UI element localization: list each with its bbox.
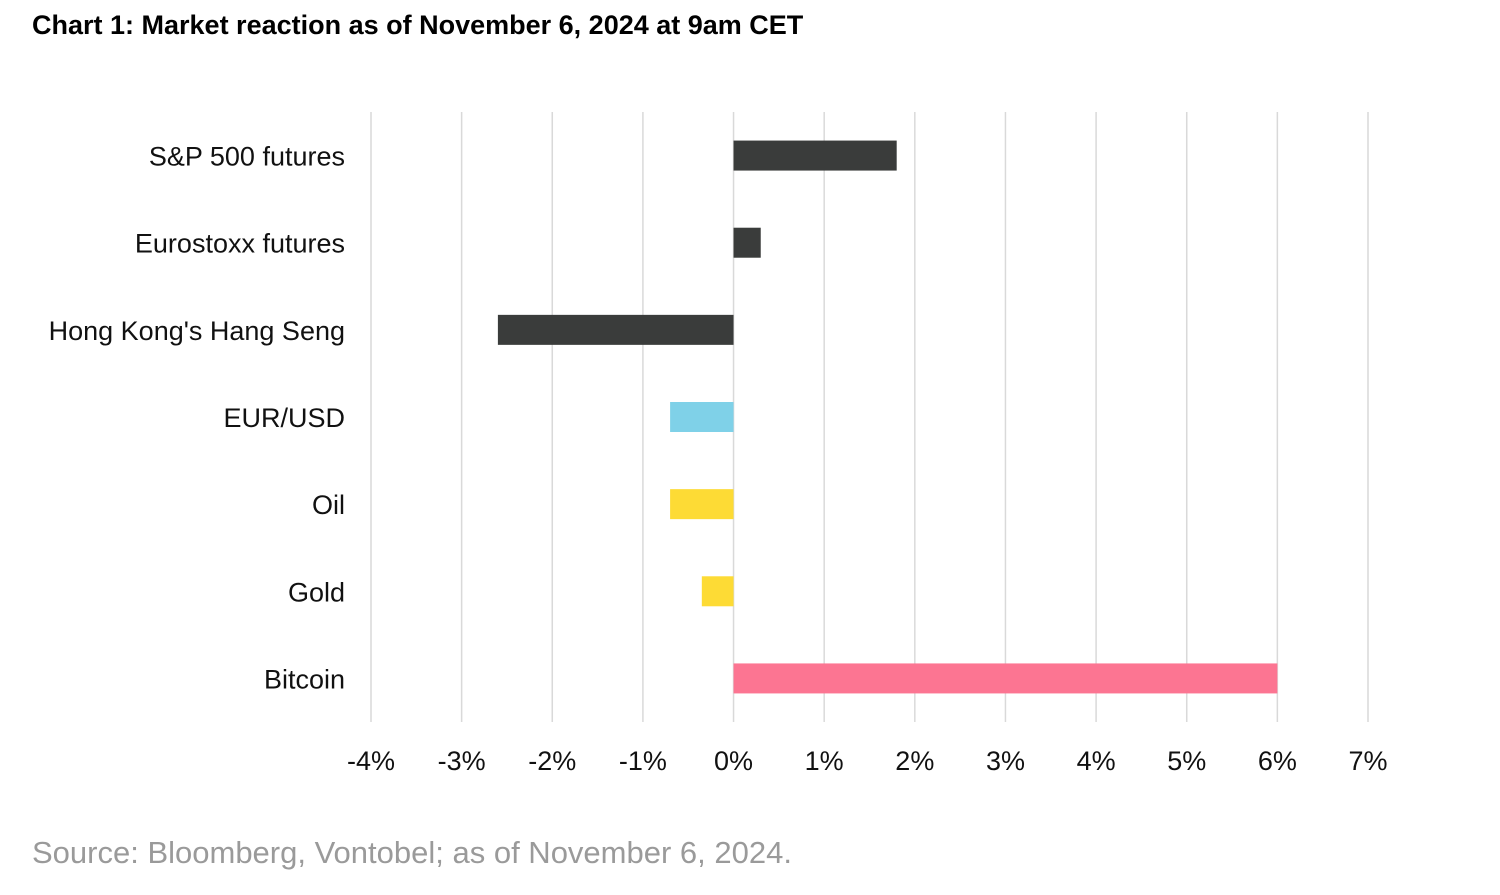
x-tick-label: 7%: [1348, 746, 1387, 776]
source-note: Source: Bloomberg, Vontobel; as of Novem…: [32, 835, 792, 870]
bar: [670, 402, 734, 432]
category-label: EUR/USD: [223, 403, 345, 433]
bar: [733, 227, 761, 258]
x-tick-label: 6%: [1258, 746, 1297, 776]
x-tick-label: 1%: [805, 746, 844, 776]
x-tick-label: 3%: [986, 746, 1025, 776]
bar: [670, 489, 734, 520]
bar: [497, 314, 734, 345]
chart-title: Chart 1: Market reaction as of November …: [32, 10, 804, 40]
category-labels: S&P 500 futures Eurostoxx futures Hong Kon…: [49, 142, 345, 695]
x-tick-labels: -4% -3% -2% -1% 0% 1% 2% 3% 4% 5% 6% 7%: [347, 746, 1388, 776]
bar: [733, 140, 897, 171]
x-tick-label: -4%: [347, 746, 395, 776]
category-label: Gold: [288, 577, 345, 607]
x-tick-label: 2%: [895, 746, 934, 776]
x-tick-label: -2%: [528, 746, 576, 776]
gridlines: [370, 112, 1369, 722]
x-tick-label: -1%: [619, 746, 667, 776]
category-label: Hong Kong's Hang Seng: [49, 316, 345, 346]
x-tick-label: 0%: [714, 746, 753, 776]
category-label: Eurostoxx futures: [135, 229, 345, 259]
category-label: Bitcoin: [264, 664, 345, 694]
bar: [733, 663, 1278, 694]
x-tick-label: -3%: [438, 746, 486, 776]
bar-chart: S&P 500 futures Eurostoxx futures Hong Kon…: [49, 112, 1388, 776]
bar: [701, 576, 734, 607]
x-tick-label: 4%: [1077, 746, 1116, 776]
category-label: S&P 500 futures: [149, 142, 345, 172]
x-tick-label: 5%: [1167, 746, 1206, 776]
bars: [497, 140, 1278, 694]
category-label: Oil: [312, 490, 345, 520]
